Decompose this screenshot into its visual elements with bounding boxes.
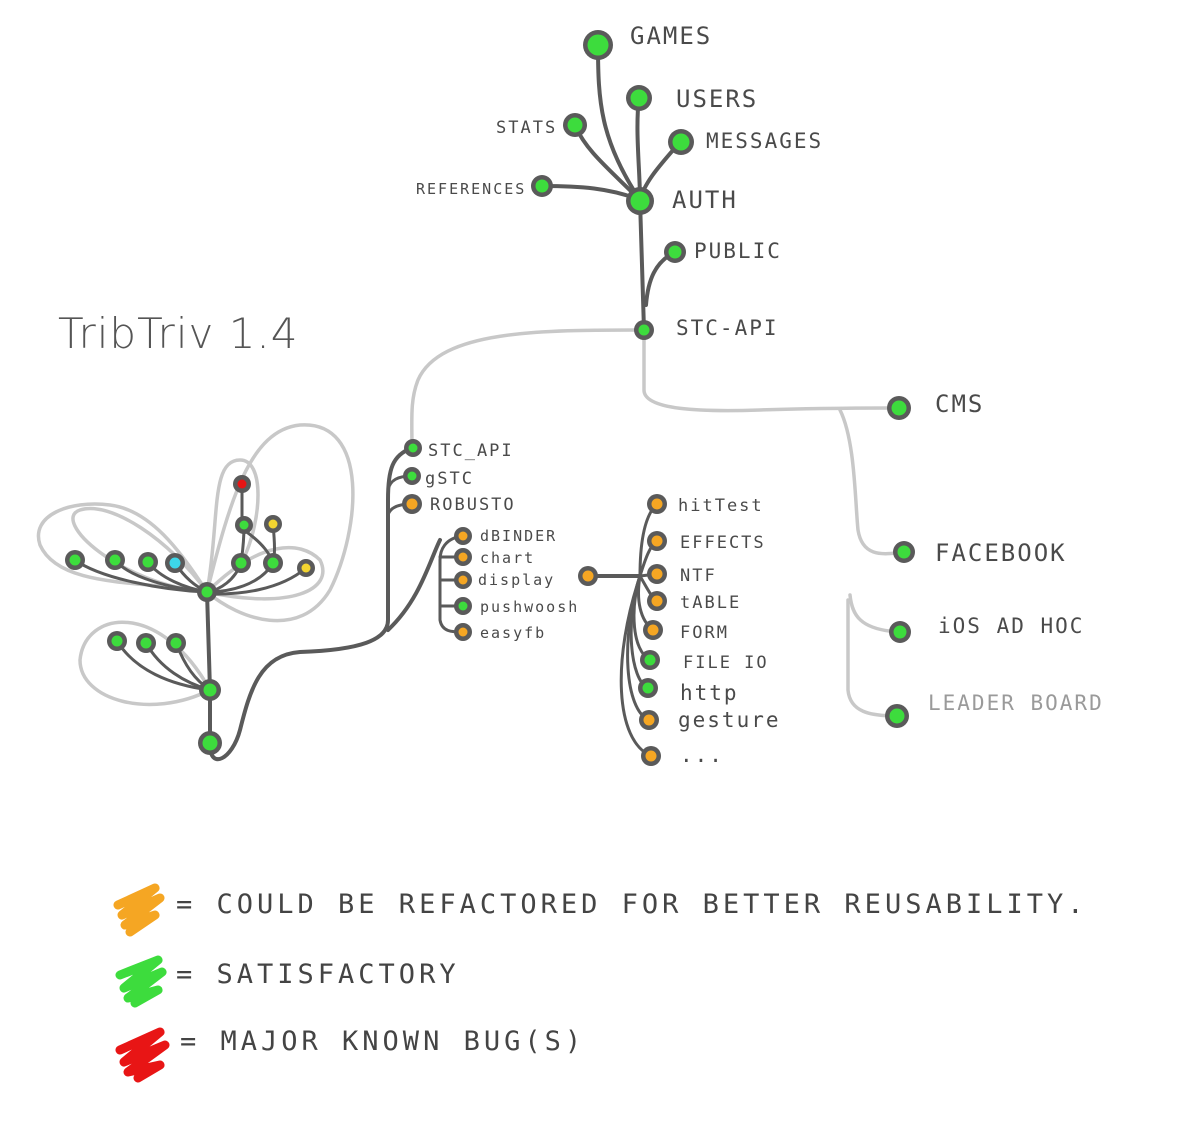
node-app-g-fill	[235, 557, 247, 569]
legend-item-satisfactory: = SATISFACTORY	[115, 955, 460, 1008]
node-gesture-fill	[643, 714, 655, 726]
node-app-hub-fill	[201, 586, 213, 598]
node-ios-adhoc-fill	[893, 625, 907, 639]
label-stats: STATS	[496, 118, 557, 138]
green-swatch	[115, 955, 167, 1008]
node-app-b-fill	[109, 554, 121, 566]
legend-item-refactor: = COULD BE REFACTORED FOR BETTER REUSABI…	[113, 883, 1088, 937]
legend-item-bug: = MAJOR KNOWN BUG(S)	[115, 1026, 585, 1083]
node-display-hub-fill	[582, 570, 594, 582]
label-fileio: FILE IO	[683, 653, 769, 673]
label-public: PUBLIC	[694, 239, 782, 263]
node-robusto-fill	[406, 498, 418, 510]
label-more: ...	[680, 743, 724, 767]
node-app-d-fill	[169, 557, 181, 569]
node-fileio-fill	[644, 654, 656, 666]
node-public-fill	[668, 245, 682, 259]
node-app-root-fill	[202, 735, 218, 751]
node-http-fill	[642, 682, 654, 694]
orange-swatch	[113, 883, 165, 937]
node-gstc-fill	[407, 471, 417, 481]
node-cms-fill	[891, 400, 907, 416]
node-messages-fill	[672, 133, 690, 151]
node-facebook-fill	[897, 545, 911, 559]
node-app-a-fill	[69, 554, 81, 566]
node-app-c-fill	[142, 556, 154, 568]
label-chart: chart	[480, 549, 535, 567]
node-references-fill	[535, 179, 549, 193]
label-references: REFERENCES	[416, 180, 526, 198]
label-easyfb: easyfb	[480, 624, 546, 642]
node-app-i-fill	[301, 563, 311, 573]
label-messages: MESSAGES	[706, 129, 823, 153]
legend: = COULD BE REFACTORED FOR BETTER REUSABI…	[113, 883, 1088, 1083]
node-app-e-fill	[239, 520, 249, 530]
node-dbinder-fill	[458, 531, 468, 541]
red-swatch	[115, 1027, 170, 1083]
label-dbinder: dBINDER	[480, 527, 557, 545]
label-pushwoosh: pushwoosh	[480, 598, 579, 616]
node-auth-fill	[630, 191, 650, 211]
node-users-fill	[630, 89, 648, 107]
node-app-bug-fill	[237, 479, 247, 489]
label-robusto: ROBUSTO	[430, 495, 516, 515]
label-http: http	[680, 681, 739, 705]
node-more-fill	[645, 750, 657, 762]
node-app-j-fill	[111, 635, 123, 647]
node-stats-fill	[567, 117, 583, 133]
label-users: USERS	[676, 85, 758, 113]
node-lib-stc-api-fill	[408, 443, 418, 453]
label-gstc: gSTC	[425, 469, 474, 489]
node-app-k-fill	[140, 637, 152, 649]
label-gesture: gesture	[678, 708, 781, 732]
legend-text-refactor: = COULD BE REFACTORED FOR BETTER REUSABI…	[176, 889, 1088, 920]
node-app-mid-fill	[203, 683, 217, 697]
display-child-labels: hitTest EFFECTS NTF tABLE FORM FILE IO h…	[678, 496, 781, 767]
node-app-l-fill	[170, 637, 182, 649]
label-stc-api: STC-API	[676, 316, 779, 340]
label-ntf: NTF	[680, 566, 717, 586]
diagram-title: TribTriv 1.4	[58, 309, 299, 358]
legend-text-satisfactory: = SATISFACTORY	[176, 959, 460, 990]
node-easyfb-fill	[458, 627, 468, 637]
node-form-fill	[647, 624, 659, 636]
light-wires	[36, 328, 904, 718]
label-facebook: FACEBOOK	[935, 539, 1067, 567]
node-display-fill	[458, 575, 468, 585]
nodes	[65, 30, 915, 766]
dark-wires	[73, 43, 682, 761]
node-leaderboard-fill	[889, 708, 905, 724]
node-games-fill	[587, 34, 609, 56]
label-auth: AUTH	[672, 186, 738, 214]
node-table-fill	[651, 595, 663, 607]
node-ntf-fill	[651, 568, 663, 580]
node-app-f-fill	[268, 519, 278, 529]
node-stc-api-fill	[638, 324, 650, 336]
label-hittest: hitTest	[678, 496, 764, 516]
label-effects: EFFECTS	[680, 533, 766, 553]
node-hittest-fill	[651, 498, 663, 510]
label-lib-stc-api: STC_API	[428, 441, 514, 461]
library-labels: STC_API gSTC ROBUSTO dBINDER chart displ…	[425, 441, 579, 642]
label-display: display	[478, 571, 555, 589]
label-ios-adhoc: iOS AD HOC	[938, 614, 1084, 638]
node-chart-fill	[458, 552, 468, 562]
legend-text-bug: = MAJOR KNOWN BUG(S)	[180, 1026, 585, 1057]
label-form: FORM	[680, 623, 729, 643]
node-effects-fill	[651, 535, 663, 547]
server-labels: GAMES USERS STATS MESSAGES REFERENCES AU…	[416, 22, 823, 340]
node-app-h-fill	[267, 557, 279, 569]
label-leaderboard: LEADER BOARD	[928, 691, 1104, 715]
client-labels: CMS FACEBOOK iOS AD HOC LEADER BOARD	[928, 390, 1104, 715]
label-games: GAMES	[630, 22, 712, 50]
node-pushwoosh-fill	[458, 601, 468, 611]
label-cms: CMS	[935, 390, 984, 418]
label-table: tABLE	[680, 593, 741, 613]
